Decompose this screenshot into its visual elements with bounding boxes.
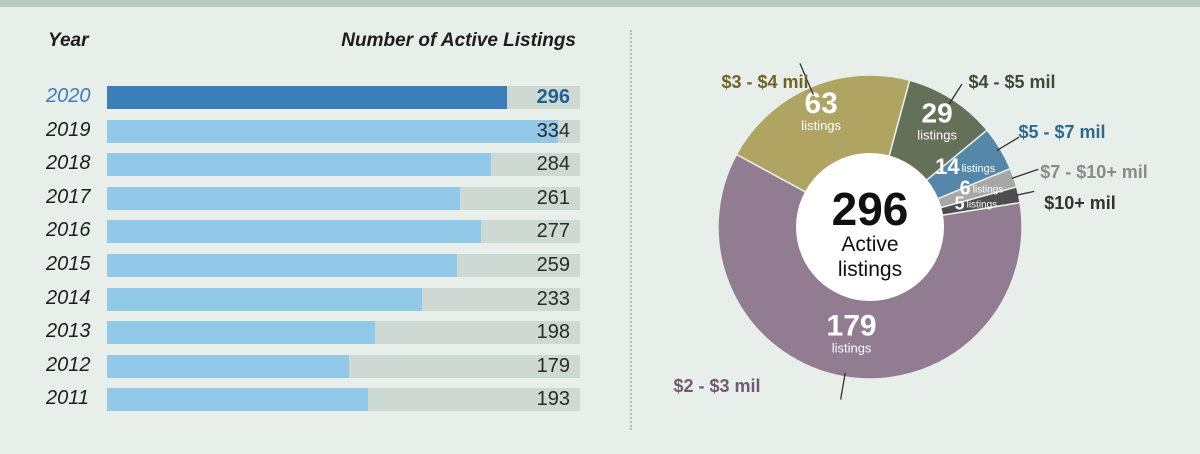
slice-value: 6 — [960, 178, 971, 200]
year-label: 2019 — [46, 118, 91, 141]
slice-range-label: $10+ mil — [1044, 193, 1116, 213]
leader-line — [948, 83, 963, 105]
bar-value-label: 277 — [536, 220, 570, 243]
slice-value: 63 — [804, 87, 837, 120]
year-label: 2015 — [46, 253, 91, 275]
slice-unit: listings — [973, 185, 1004, 196]
bar — [107, 254, 458, 277]
slice-unit: listings — [917, 128, 957, 143]
listings-column-header: Number of Active Listings — [341, 30, 576, 51]
bar-value-label: 259 — [536, 254, 570, 276]
bar-track: 193 — [107, 388, 580, 412]
bar-value-label: 284 — [536, 153, 570, 176]
year-label: 2012 — [46, 353, 91, 376]
slice-range-label: $2 - $3 mil — [673, 376, 760, 396]
bar — [107, 321, 375, 345]
bar — [107, 388, 368, 412]
year-label: 2020 — [46, 85, 91, 107]
bar-value-label: 261 — [536, 186, 570, 209]
bar-track: 259 — [107, 254, 580, 277]
bar-track: 233 — [107, 287, 580, 311]
leader-line — [840, 372, 846, 400]
bar — [107, 220, 482, 244]
bar-value-label: 179 — [536, 354, 570, 377]
bar-value-label: 334 — [536, 119, 570, 142]
slice-range-label: $3 - $4 mil — [721, 72, 808, 92]
bar-track: 296 — [107, 86, 580, 109]
slice-unit: listings — [962, 163, 996, 175]
bar-value-label: 233 — [536, 287, 570, 310]
slice-value: 29 — [922, 98, 953, 129]
leader-line — [1011, 168, 1039, 179]
slice-range-label: $5 - $7 mil — [1018, 122, 1105, 142]
donut-total: 296 — [832, 183, 909, 235]
year-label: 2018 — [46, 152, 91, 175]
leader-line — [1016, 190, 1035, 196]
bar-chart: 2020 296 2019 334 2018 284 2017 261 2016 277 2015 2… — [46, 85, 580, 412]
bar-track: 261 — [107, 186, 580, 210]
year-label: 2014 — [46, 286, 91, 309]
top-rule — [0, 0, 1200, 7]
slice-value: 14 — [935, 154, 960, 179]
leader-line — [799, 63, 814, 95]
slice-value: 5 — [955, 194, 965, 214]
year-label: 2017 — [46, 185, 91, 208]
donut-hole — [796, 153, 944, 301]
slice-unit: listings — [801, 118, 841, 133]
year-label: 2016 — [46, 219, 91, 242]
bar — [107, 186, 460, 210]
year-label: 2013 — [46, 320, 91, 343]
bar — [107, 86, 508, 109]
bar-track: 198 — [107, 321, 580, 345]
slice-value: 179 — [827, 309, 877, 342]
bar-track: 334 — [107, 119, 580, 143]
leader-line — [996, 136, 1020, 152]
bar — [107, 119, 559, 143]
bar-value-label: 198 — [536, 321, 570, 344]
year-label: 2011 — [46, 387, 90, 410]
panel-divider — [630, 30, 632, 430]
year-column-header: Year — [48, 30, 89, 51]
bar — [107, 354, 349, 378]
donut-center-line1: Active — [841, 233, 898, 256]
bar-track: 284 — [107, 153, 580, 177]
slice-unit: listings — [967, 200, 998, 211]
slice-range-label: $7 - $10+ mil — [1040, 162, 1148, 182]
bar-value-label: 193 — [536, 388, 570, 411]
slice-range-label: $4 - $5 mil — [968, 72, 1055, 92]
bar — [107, 287, 422, 311]
bar — [107, 153, 491, 177]
bar-track: 179 — [107, 354, 580, 378]
bar-track: 277 — [107, 220, 580, 244]
slice-unit: listings — [832, 340, 872, 355]
donut-center-line2: listings — [838, 258, 902, 281]
bar-value-label: 296 — [536, 86, 570, 108]
